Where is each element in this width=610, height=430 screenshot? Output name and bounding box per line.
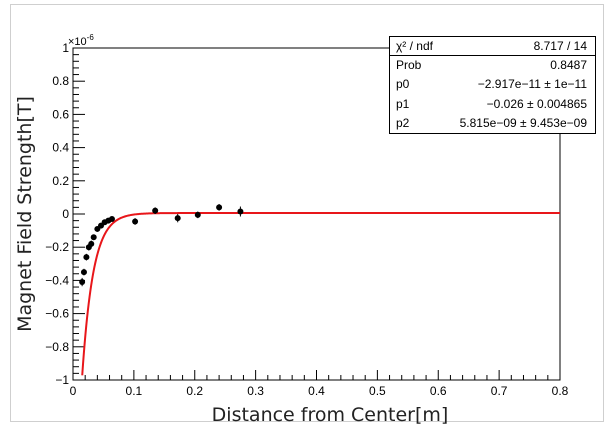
stats-value: −2.917e−11 ± 1e−11 [477, 77, 587, 92]
y-tick-label: −0.2 [45, 240, 69, 254]
data-point [132, 218, 139, 225]
y-tick-label: 0.8 [52, 74, 69, 88]
x-tick-label: 0.7 [491, 384, 508, 398]
data-point [237, 206, 244, 217]
point-marker [152, 207, 159, 214]
point-marker [194, 211, 201, 218]
x-tick-label: 0.4 [308, 384, 325, 398]
point-marker [88, 240, 95, 247]
data-point [108, 215, 115, 222]
x-tick-label: 0.1 [126, 384, 143, 398]
y-axis: 1 0.8 0.6 0.4 0.2 0 −0.2 −0.4 −0.6 −0.8 −1 [45, 41, 85, 387]
stats-row-chi2: χ² / ndf 8.717 / 14 [390, 37, 595, 57]
y-tick-label: 0.2 [52, 174, 69, 188]
point-marker [80, 269, 87, 276]
data-point [90, 234, 97, 241]
x-tick-label: 0.6 [430, 384, 447, 398]
stats-value: 5.815e−09 ± 9.453e−09 [459, 115, 587, 130]
x-tick-label: 0.8 [552, 384, 569, 398]
data-point [174, 214, 181, 223]
y-axis-title: Magnet Field Strength[T] [14, 96, 36, 332]
data-point [83, 253, 90, 261]
point-marker [174, 215, 181, 222]
x-tick-label: 0.5 [369, 384, 386, 398]
y-tick-label: 0.4 [52, 141, 69, 155]
fit-curve [81, 212, 560, 376]
data-point [152, 207, 159, 214]
stats-value: −0.026 ± 0.004865 [486, 96, 587, 111]
data-point [80, 268, 87, 276]
point-marker [132, 218, 139, 225]
stats-row-prob: Prob 0.8487 [390, 56, 595, 75]
point-marker [79, 279, 86, 286]
point-marker [237, 208, 244, 215]
y-tick-label: 0.6 [52, 107, 69, 121]
x-tick-label: 0.3 [247, 384, 264, 398]
stats-box: χ² / ndf 8.717 / 14 Prob 0.8487 p0 −2.91… [389, 36, 596, 134]
y-tick-label: 1 [62, 41, 69, 55]
stats-label: p0 [396, 77, 410, 92]
data-point [79, 277, 86, 287]
point-marker [90, 234, 97, 241]
y-tick-label: −0.6 [45, 307, 69, 321]
x-axis: 0 0.1 0.2 0.3 0.4 0.5 0.6 0.7 0.8 [70, 370, 569, 398]
x-tick-label: 0.2 [186, 384, 203, 398]
y-exponent-label: ×10-6 [68, 33, 94, 48]
point-marker [216, 204, 223, 211]
y-tick-label: 0 [62, 207, 69, 221]
x-axis-title: Distance from Center[m] [212, 404, 449, 426]
stats-value: 0.8487 [550, 58, 587, 73]
stats-value: 8.717 / 14 [533, 39, 587, 53]
stats-row-p1: p1 −0.026 ± 0.004865 [390, 95, 595, 114]
y-tick-label: −1 [55, 373, 69, 387]
x-tick-label: 0 [70, 384, 77, 398]
point-marker [83, 254, 90, 261]
stats-row-p0: p0 −2.917e−11 ± 1e−11 [390, 75, 595, 94]
y-tick-label: −0.8 [45, 340, 69, 354]
data-point [216, 204, 223, 211]
point-marker [108, 215, 115, 222]
stats-label: Prob [396, 58, 422, 73]
data-point [88, 240, 95, 248]
y-exponent-power: -6 [87, 33, 95, 42]
data-point [194, 211, 201, 219]
y-tick-label: −0.4 [45, 273, 69, 287]
stats-label: p1 [396, 96, 410, 111]
stats-row-p2: p2 5.815e−09 ± 9.453e−09 [390, 114, 595, 133]
data-points [79, 204, 244, 287]
stats-label: p2 [396, 115, 410, 130]
stats-label: χ² / ndf [396, 39, 433, 53]
